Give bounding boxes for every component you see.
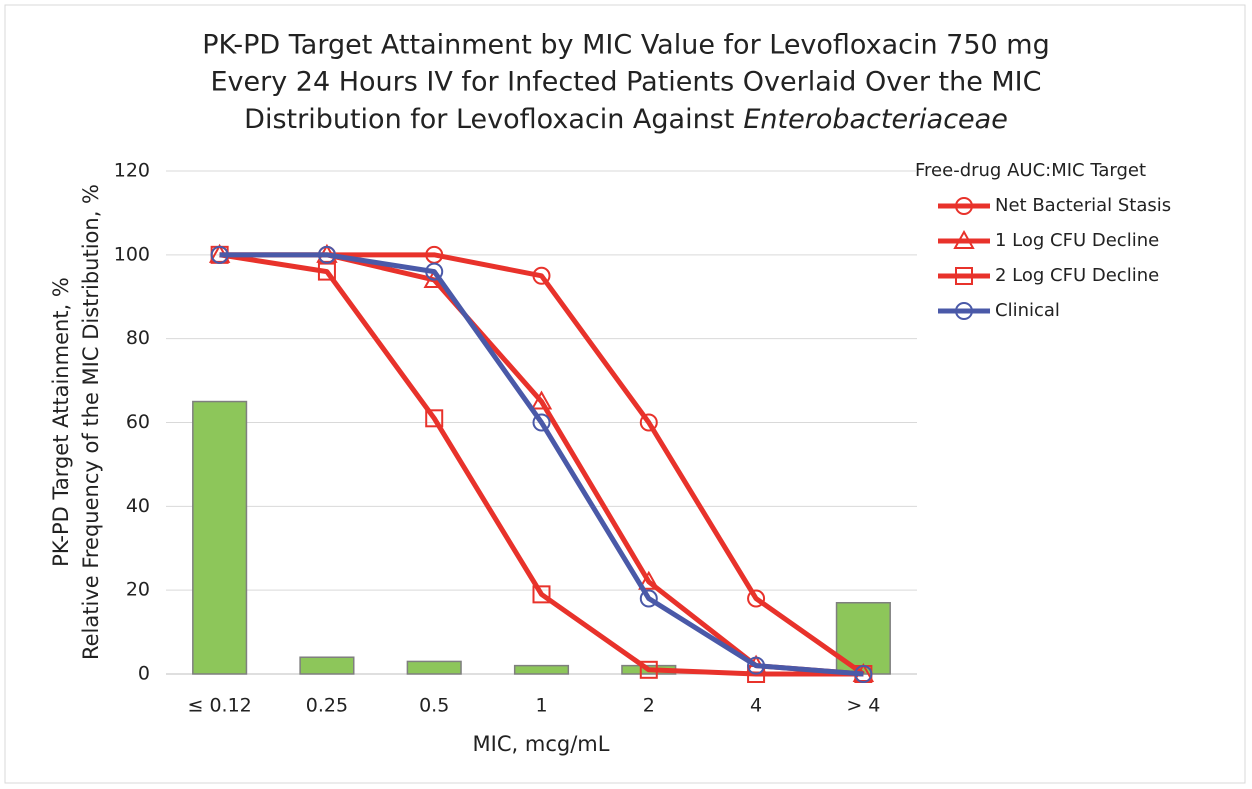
x-tick-label: 0.25	[306, 695, 348, 717]
point	[639, 660, 658, 679]
legend-label: Net Bacterial Stasis	[995, 195, 1171, 216]
chart-title: PK-PD Target Attainment by MIC Value for…	[202, 30, 1050, 61]
chart-title: Distribution for Levofloxacin Against	[244, 104, 734, 135]
x-tick-label: ≤ 0.12	[188, 695, 252, 717]
x-tick-label: 1	[535, 695, 547, 717]
y-tick-label: 20	[126, 579, 150, 601]
legend-title: Free-drug AUC:MIC Target	[915, 160, 1146, 181]
point	[532, 266, 551, 285]
point	[425, 262, 444, 281]
legend-label: 2 Log CFU Decline	[995, 265, 1159, 286]
legend-marker	[955, 302, 973, 320]
bar	[513, 664, 570, 675]
y-tick-label: 100	[114, 243, 150, 265]
point	[639, 413, 658, 432]
point	[532, 413, 551, 432]
x-tick-label: 4	[750, 695, 762, 717]
y-tick-label: 0	[138, 663, 150, 685]
x-tick-label: 0.5	[419, 695, 449, 717]
point	[854, 665, 873, 683]
chart-title-italic: Enterobacteriaceae	[743, 104, 1007, 135]
point	[530, 390, 553, 410]
point	[639, 589, 658, 608]
x-tick-label: 2	[643, 695, 655, 717]
legend-label: Clinical	[995, 300, 1060, 321]
legend-label: 1 Log CFU Decline	[995, 230, 1159, 251]
x-tick-label: > 4	[846, 695, 880, 717]
point	[747, 589, 766, 608]
point	[210, 245, 229, 264]
bar	[406, 660, 462, 675]
legend-marker	[955, 267, 973, 285]
chart-title: Every 24 Hours IV for Infected Patients …	[210, 67, 1041, 98]
x-axis-title: MIC, mcg/mL	[473, 732, 610, 756]
point	[638, 570, 660, 590]
bar	[192, 400, 248, 675]
legend-marker	[953, 229, 975, 249]
y-tick-label: 120	[114, 160, 150, 182]
point	[425, 409, 444, 428]
point	[747, 656, 766, 675]
y-tick-label: 80	[126, 327, 150, 349]
y-tick-label: 60	[126, 411, 150, 433]
point	[317, 245, 336, 264]
legend-marker	[955, 197, 973, 215]
line	[219, 252, 864, 677]
y-axis-title: Relative Frequency of the MIC Distributi…	[79, 184, 103, 660]
y-axis-title: PK-PD Target Attainment, %	[49, 277, 73, 567]
chart-title: Distribution for Levofloxacin Against Ent…	[244, 104, 1008, 135]
y-tick-label: 40	[126, 495, 150, 517]
point	[532, 585, 551, 604]
bar	[299, 656, 355, 675]
